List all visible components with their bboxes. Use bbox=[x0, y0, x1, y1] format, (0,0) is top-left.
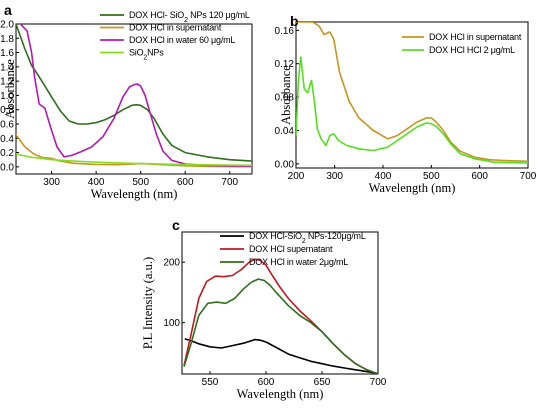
series-line-c-2 bbox=[183, 278, 378, 374]
legend-entry: DOX HCl-SiO2 NPs-120μg/mL bbox=[249, 231, 366, 245]
legend-entry: SiO2NPs bbox=[129, 48, 164, 62]
y-tick-label: 0.00 bbox=[275, 159, 295, 170]
plot-frame bbox=[181, 231, 379, 375]
series-line-b-0 bbox=[296, 22, 528, 163]
legend-entry: DOX HCl in supernatant bbox=[129, 23, 222, 33]
y-axis-label: P.L Intensity (a.u.) bbox=[141, 257, 155, 349]
legend: DOX HCl in supernatant DOX HCl HCl 2 μg/m… bbox=[402, 32, 522, 55]
y-axis-label: Absorbance bbox=[279, 65, 293, 125]
legend-entry: DOX HCl HCl 2 μg/mL bbox=[429, 45, 515, 55]
x-tick-label: 300 bbox=[43, 177, 60, 188]
y-tick-label: 1.4 bbox=[0, 62, 14, 73]
plot-frame bbox=[295, 21, 529, 169]
legend-entry: DOX HCl in supernatant bbox=[429, 32, 522, 42]
legend-entry: DOX HCl in water 60 μg/mL bbox=[129, 35, 235, 45]
legend-entry: DOX HCl in water 2μg/mL bbox=[249, 257, 348, 267]
series-line-b-1 bbox=[296, 56, 528, 164]
x-tick-label: 200 bbox=[288, 171, 305, 182]
series-line-a-3 bbox=[16, 153, 252, 167]
series-line-c-1 bbox=[183, 258, 378, 374]
y-tick-label: 0.0 bbox=[0, 162, 14, 173]
x-tick-label: 700 bbox=[370, 377, 387, 388]
y-tick-label: 200 bbox=[163, 258, 180, 269]
y-tick-label: 2.0 bbox=[0, 20, 14, 31]
x-tick-label: 550 bbox=[202, 377, 219, 388]
panel-label: c bbox=[172, 217, 180, 233]
chart-panel-b: b 200 300 400 500 600 700 0.00 0.04 0.08 0.12 0.16 W… bbox=[275, 13, 537, 195]
plot-frame bbox=[15, 23, 253, 175]
series-line-c-0 bbox=[184, 338, 378, 374]
y-tick-label: 0.2 bbox=[0, 148, 14, 159]
x-tick-label: 400 bbox=[88, 177, 105, 188]
y-tick-label: 0.12 bbox=[275, 59, 295, 70]
chart-panel-c: c 550 600 650 700 100 200 Wavelength (nm) P.L In… bbox=[141, 217, 387, 401]
series-line-a-0 bbox=[16, 24, 252, 162]
y-tick-label: 0.08 bbox=[275, 93, 295, 104]
y-tick-label: 0.8 bbox=[0, 105, 14, 116]
y-tick-label: 0.6 bbox=[0, 120, 14, 131]
x-tick-label: 500 bbox=[423, 171, 440, 182]
legend-entry: DOX HCl supernatant bbox=[249, 244, 333, 254]
y-axis-label: Absorbance bbox=[3, 59, 17, 119]
y-tick-label: 1.8 bbox=[0, 34, 14, 45]
y-tick-label: 1.0 bbox=[0, 91, 14, 102]
x-tick-label: 400 bbox=[375, 171, 392, 182]
x-tick-label: 500 bbox=[132, 177, 149, 188]
x-tick-label: 700 bbox=[221, 177, 238, 188]
chart-panel-a: a 300 400 500 600 700 0.0 0.2 0.4 0.6 0.8 1.0 1.2 1.4… bbox=[0, 2, 253, 201]
series-line-a-1 bbox=[16, 133, 252, 168]
x-axis-label: Wavelength (nm) bbox=[369, 181, 456, 195]
y-tick-label: 1.2 bbox=[0, 77, 14, 88]
y-tick-label: 100 bbox=[163, 318, 180, 329]
y-tick-label: 1.6 bbox=[0, 48, 14, 59]
y-tick-label: 0.04 bbox=[275, 126, 295, 137]
x-tick-label: 600 bbox=[177, 177, 194, 188]
panel-label: b bbox=[290, 13, 299, 29]
x-tick-label: 600 bbox=[258, 377, 275, 388]
x-axis-label: Wavelength (nm) bbox=[91, 187, 178, 201]
x-tick-label: 300 bbox=[326, 171, 343, 182]
x-axis-label: Wavelength (nm) bbox=[237, 387, 324, 401]
panel-label: a bbox=[4, 2, 12, 18]
legend-entry: DOX HCl- SiO2 NPs 120 μg/mL bbox=[129, 10, 250, 24]
y-tick-label: 0.4 bbox=[0, 134, 14, 145]
y-tick-label: 0.16 bbox=[275, 26, 295, 37]
x-tick-label: 600 bbox=[471, 171, 488, 182]
x-tick-label: 650 bbox=[314, 377, 331, 388]
x-tick-label: 700 bbox=[520, 171, 537, 182]
series-line-a-2 bbox=[19, 24, 252, 167]
